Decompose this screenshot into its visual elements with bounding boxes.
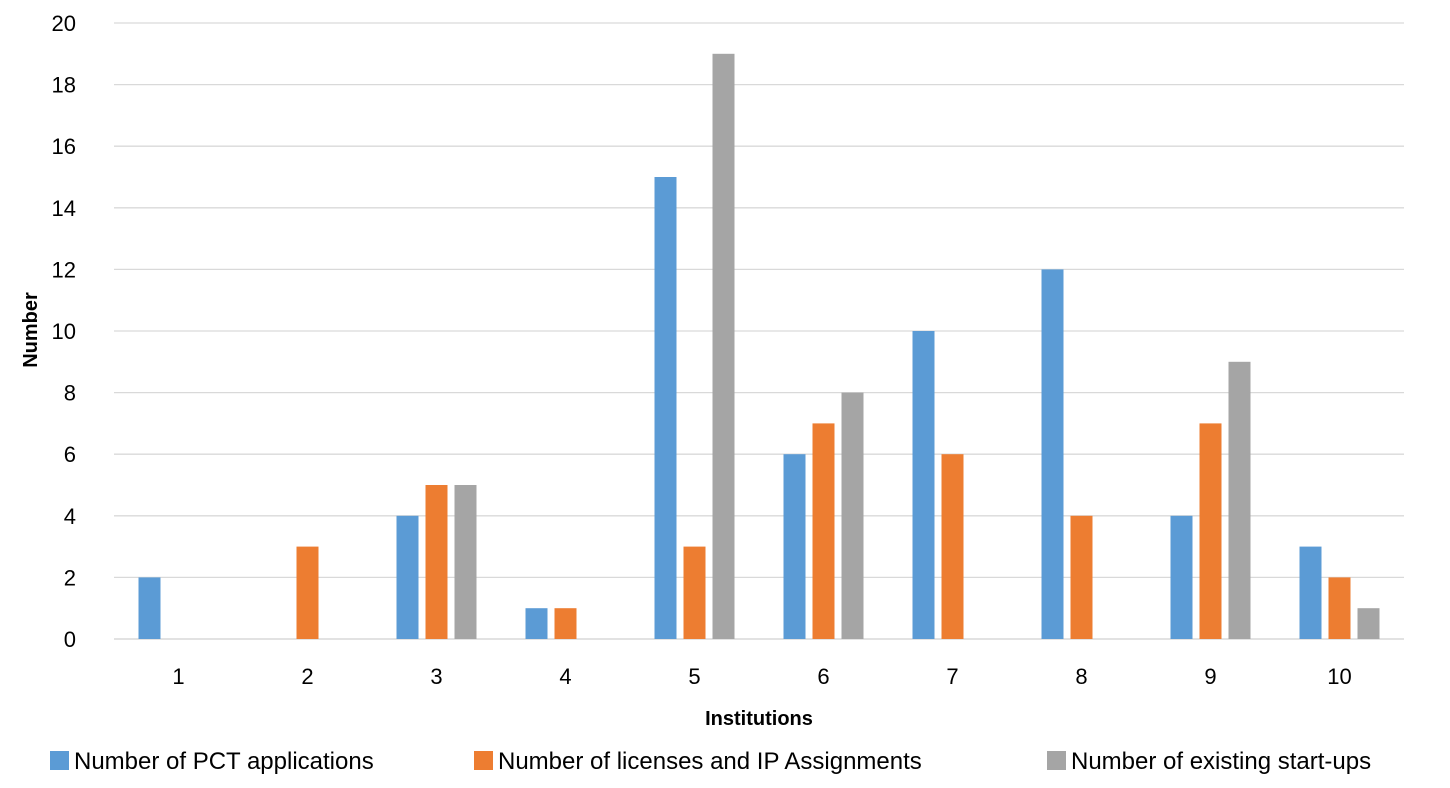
bar-series-2-cat-4 xyxy=(554,608,577,639)
legend-swatch xyxy=(474,751,493,770)
bar-series-3-cat-9 xyxy=(1228,361,1251,639)
legend-label: Number of existing start-ups xyxy=(1071,748,1371,775)
legend-item: Number of existing start-ups xyxy=(1047,748,1371,775)
legend-item: Number of PCT applications xyxy=(50,748,374,775)
bar-series-2-cat-6 xyxy=(812,423,835,639)
y-tick-label: 16 xyxy=(52,134,76,159)
y-axis-title: Number xyxy=(20,292,42,368)
bar-series-2-cat-5 xyxy=(683,546,706,639)
legend-label: Number of PCT applications xyxy=(74,748,374,775)
bar-series-2-cat-10 xyxy=(1328,577,1351,639)
x-tick-label: 7 xyxy=(946,664,958,689)
x-tick-label: 4 xyxy=(559,664,571,689)
x-tick-label: 10 xyxy=(1327,664,1351,689)
bar-series-1-cat-8 xyxy=(1041,269,1064,639)
x-axis-ticks: 1 2 3 4 5 6 7 8 9 10 xyxy=(172,664,1351,689)
bar-series-2-cat-7 xyxy=(941,454,964,639)
bar-series-3-cat-10 xyxy=(1357,608,1380,639)
bar-series-1-cat-7 xyxy=(912,331,935,639)
bar-series-3-cat-5 xyxy=(712,53,735,640)
y-tick-label: 4 xyxy=(64,504,76,529)
y-tick-label: 0 xyxy=(64,627,76,652)
bar-series-1-cat-6 xyxy=(783,454,806,639)
legend-swatch xyxy=(50,751,69,770)
bar-series-3-cat-6 xyxy=(841,392,864,639)
legend-label: Number of licenses and IP Assignments xyxy=(498,748,922,775)
x-tick-label: 6 xyxy=(817,664,829,689)
bar-series-1-cat-9 xyxy=(1170,515,1193,639)
x-axis-title: Institutions xyxy=(705,708,813,730)
x-tick-label: 8 xyxy=(1075,664,1087,689)
y-tick-label: 18 xyxy=(52,73,76,98)
legend-swatch xyxy=(1047,751,1066,770)
y-tick-label: 8 xyxy=(64,381,76,406)
bar-series-1-cat-4 xyxy=(525,608,548,639)
y-tick-label: 10 xyxy=(52,319,76,344)
bar-series-2-cat-3 xyxy=(425,485,448,639)
y-tick-label: 14 xyxy=(52,196,76,221)
bar-series-1-cat-5 xyxy=(654,177,677,639)
bar-series-2-cat-8 xyxy=(1070,515,1093,639)
y-tick-label: 6 xyxy=(64,442,76,467)
bar-series-2-cat-2 xyxy=(296,546,319,639)
bar-series-1-cat-1 xyxy=(138,577,161,639)
x-tick-label: 9 xyxy=(1204,664,1216,689)
legend-item: Number of licenses and IP Assignments xyxy=(474,748,922,775)
bar-series-2-cat-9 xyxy=(1199,423,1222,639)
legend: Number of PCT applications Number of lice… xyxy=(50,748,1371,775)
x-tick-label: 1 xyxy=(172,664,184,689)
y-axis-ticks: 0 2 4 6 8 10 12 14 16 18 20 xyxy=(52,11,76,652)
x-tick-label: 3 xyxy=(430,664,442,689)
x-tick-label: 2 xyxy=(301,664,313,689)
y-tick-label: 20 xyxy=(52,11,76,36)
bar-series-1-cat-3 xyxy=(396,515,419,639)
y-tick-label: 2 xyxy=(64,565,76,590)
bar-series-3-cat-3 xyxy=(454,485,477,639)
gridlines xyxy=(114,22,1404,640)
x-tick-label: 5 xyxy=(688,664,700,689)
bars xyxy=(138,53,1380,640)
bar-series-1-cat-10 xyxy=(1299,546,1322,639)
y-tick-label: 12 xyxy=(52,257,76,282)
